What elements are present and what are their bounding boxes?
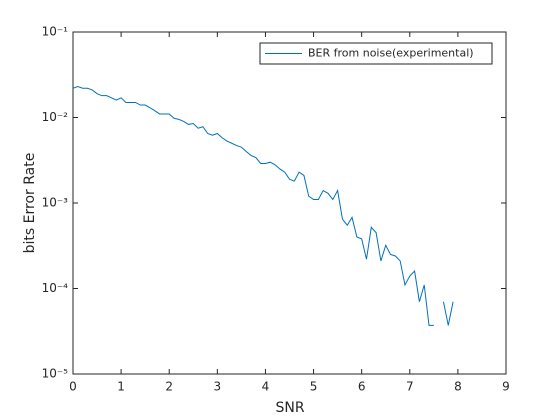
y-tick-label: 10⁻⁴ [42,281,69,295]
legend [259,42,493,65]
y-tick-label: 10⁻² [42,110,69,124]
x-tick-label: 4 [262,380,270,394]
x-tick-label: 1 [117,380,125,394]
x-tick-label: 9 [502,380,510,394]
x-tick-label: 0 [69,380,77,394]
x-tick-label: 2 [165,380,173,394]
x-tick-label: 3 [214,380,222,394]
legend-label: BER from noise(experimental) [308,47,474,60]
x-tick-label: 5 [310,380,318,394]
x-tick-label: 7 [406,380,414,394]
x-tick-label: 8 [454,380,462,394]
data-line [72,86,454,326]
y-axis-label: bits Error Rate [22,153,38,254]
y-tick-label: 10⁻³ [42,196,69,210]
y-tick-label: 10⁻¹ [42,25,69,39]
x-tick-label: 6 [358,380,366,394]
x-axis-label: SNR [275,400,304,416]
y-tick-label: 10⁻⁵ [42,367,69,381]
